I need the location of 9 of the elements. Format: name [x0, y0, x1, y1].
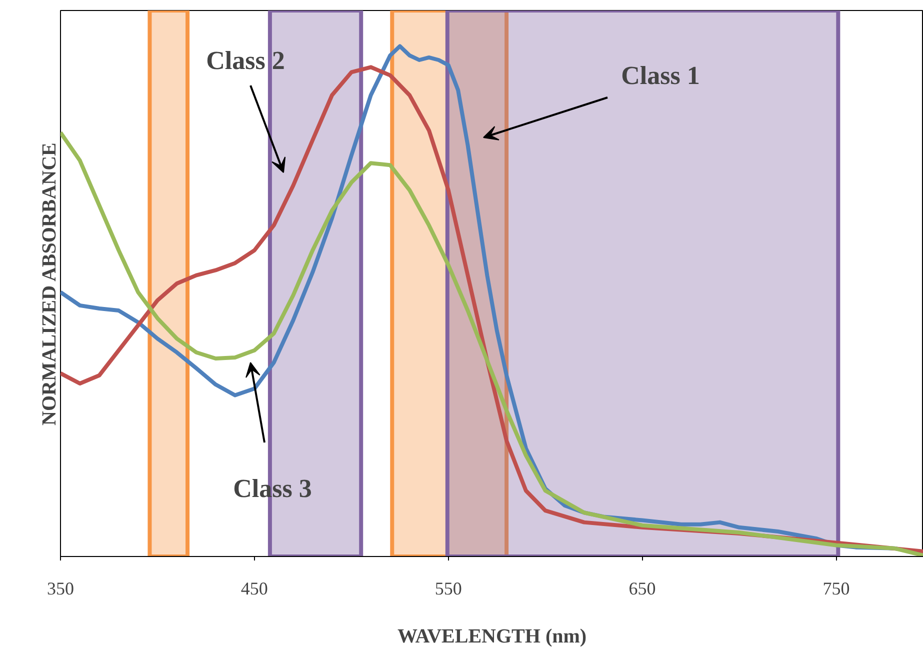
annotation: Class 1 [621, 61, 700, 90]
x-tick-label: 650 [628, 578, 656, 598]
y-axis-title: NORMALIZED ABSORBANCE [38, 142, 60, 426]
x-tick-label: 750 [822, 578, 850, 598]
annotation: Class 2 [206, 46, 285, 75]
x-tick-label: 550 [434, 578, 462, 598]
x-tick-label: 350 [47, 578, 74, 598]
x-tick-label: 450 [240, 578, 268, 598]
x-axis-title: WAVELENGTH (nm) [397, 626, 587, 648]
